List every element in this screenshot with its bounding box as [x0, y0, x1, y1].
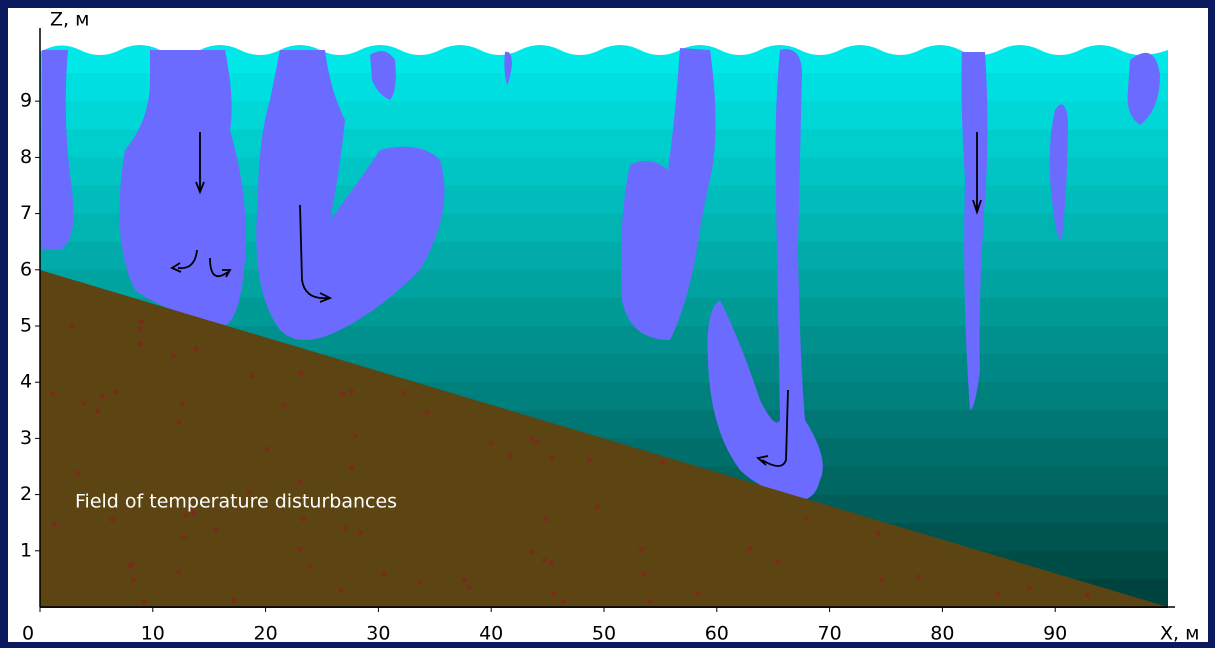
ground-dot — [232, 598, 237, 603]
ground-dot — [358, 530, 363, 535]
ground-dot — [508, 454, 513, 459]
ground-dot — [95, 409, 100, 414]
ground-dot — [425, 410, 430, 415]
ground-dot — [298, 480, 303, 485]
ground-dot — [138, 342, 143, 347]
ground-dot — [804, 516, 809, 521]
y-tick-label: 3 — [20, 427, 32, 449]
ground-dot — [1085, 593, 1090, 598]
y-tick-label: 9 — [20, 90, 32, 112]
ground-dot — [184, 513, 189, 518]
x-tick-label: 0 — [22, 623, 34, 645]
ground-dot — [542, 558, 547, 563]
ground-dot — [100, 394, 105, 399]
ground-dot — [916, 574, 921, 579]
ground-dot — [137, 326, 142, 331]
ground-dot — [462, 577, 467, 582]
ground-dot — [467, 585, 472, 590]
ground-dot — [301, 517, 306, 522]
x-tick-label: 50 — [592, 623, 616, 645]
ground-dot — [339, 588, 344, 593]
ground-dot — [249, 373, 254, 378]
ground-dot — [343, 525, 348, 530]
ground-dot — [876, 531, 881, 536]
ground-dot — [75, 471, 80, 476]
ground-dot — [642, 572, 647, 577]
y-tick-label: 2 — [20, 483, 32, 505]
ground-dot — [171, 353, 176, 358]
ground-dot — [748, 546, 753, 551]
y-tick-label: 8 — [20, 146, 32, 168]
ground-dot — [265, 447, 270, 452]
ground-dot — [349, 389, 354, 394]
ground-dot — [180, 401, 185, 406]
ground-dot — [82, 401, 87, 406]
x-tick-label: 10 — [141, 623, 165, 645]
ground-dot — [213, 528, 218, 533]
ground-dot — [382, 572, 387, 577]
ground-dot — [128, 563, 133, 568]
x-tick-label: 20 — [254, 623, 278, 645]
ground-dot — [181, 534, 186, 539]
ground-dot — [879, 578, 884, 583]
ground-dot — [489, 441, 494, 446]
ground-dot — [402, 390, 407, 395]
y-axis-label: Z, м — [50, 9, 89, 31]
ground-dot — [177, 419, 182, 424]
ground-dot — [52, 522, 57, 527]
ground-dot — [307, 564, 312, 569]
y-tick-label: 7 — [20, 202, 32, 224]
y-tick-label: 5 — [20, 315, 32, 337]
annotation: Field of temperature disturbances — [75, 491, 397, 513]
ground-dot — [775, 559, 780, 564]
y-tick-label: 1 — [20, 539, 32, 561]
y-tick-label: 4 — [20, 371, 32, 393]
ground-dot — [110, 517, 115, 522]
ground-dot — [349, 466, 354, 471]
ground-dot — [696, 591, 701, 596]
ground-dot — [587, 458, 592, 463]
ground-dot — [551, 592, 556, 597]
x-axis-label: X, м — [1160, 623, 1199, 645]
page: 0 10 20 30 40 50 60 70 80 90 1 2 3 4 5 6 7 8 9 Z, м X, м F… — [0, 0, 1215, 648]
ground-dot — [114, 390, 119, 395]
ground-dot — [298, 370, 303, 375]
ground-dot — [595, 504, 600, 509]
ground-dot — [193, 346, 198, 351]
ground-dot — [995, 592, 1000, 597]
ground-dot — [529, 436, 534, 441]
x-tick-label: 40 — [479, 623, 503, 645]
ground-dot — [142, 599, 147, 604]
ground-dot — [549, 455, 554, 460]
ground-dot — [534, 440, 539, 445]
x-tick-label: 90 — [1043, 623, 1067, 645]
ground-dot — [417, 579, 422, 584]
ground-dot — [353, 434, 358, 439]
ground-dot — [298, 547, 303, 552]
x-tick-label: 60 — [705, 623, 729, 645]
ground-dot — [340, 391, 345, 396]
ground-dot — [549, 560, 554, 565]
figure: 0 10 20 30 40 50 60 70 80 90 1 2 3 4 5 6 7 8 9 Z, м X, м F… — [0, 0, 1215, 648]
ground-dot — [561, 599, 566, 604]
y-tick-label: 6 — [20, 258, 32, 280]
ground-dot — [1027, 585, 1032, 590]
ground-dot — [176, 569, 181, 574]
ground-dot — [544, 516, 549, 521]
ground-dot — [50, 391, 55, 396]
x-tick-label: 30 — [366, 623, 390, 645]
x-tick-label: 80 — [930, 623, 954, 645]
ground-dot — [139, 319, 144, 324]
ground-dot — [70, 323, 75, 328]
x-tick-label: 70 — [818, 623, 842, 645]
ground-dot — [530, 549, 535, 554]
ground-dot — [639, 547, 644, 552]
ground-dot — [131, 578, 136, 583]
ground-dot — [660, 460, 665, 465]
ground-dot — [281, 402, 286, 407]
ground-dot — [648, 599, 653, 604]
